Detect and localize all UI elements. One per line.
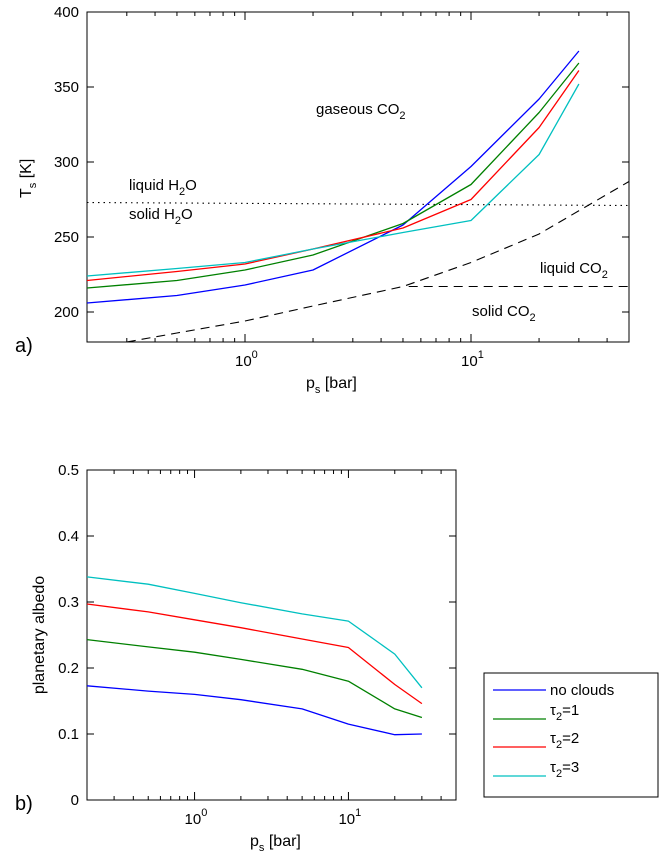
panel-b-y-tick-label: 0 <box>71 792 79 809</box>
annotation-liquid-h2o: liquid H2O <box>129 177 197 198</box>
panel-a-series-line-2 <box>86 62 580 289</box>
legend-label-tau3: τ2=3 <box>550 759 579 780</box>
panel-b-x-tick-label: 101 <box>338 807 361 828</box>
panel-a-boundary-line-1 <box>86 201 630 207</box>
annotation-gaseous-co2: gaseous CO2 <box>316 101 406 122</box>
panel-a-y-axis-label: Ts [K] <box>18 159 39 198</box>
panel-a-y-tick-label: 300 <box>54 154 79 171</box>
panel-b-series-line-3 <box>86 603 423 705</box>
panel-b-ticks: 100 101 0 0.1 0.2 0.3 0.4 0.5 <box>58 462 456 828</box>
panel-b-y-tick-label: 0.2 <box>58 660 79 677</box>
panel-a-series-line-3 <box>86 70 580 282</box>
legend: no clouds τ2=1 τ2=2 τ2=3 <box>483 672 659 798</box>
panel-a-boundary-line-2 <box>126 181 630 343</box>
panel-b-series-line-2 <box>86 638 423 719</box>
panel-a-plot-frame <box>86 11 630 343</box>
panel-a-x-axis-label: ps [bar] <box>306 375 357 396</box>
annotation-solid-h2o: solid H2O <box>129 206 193 227</box>
panel-a-letter: a) <box>15 335 33 357</box>
panel-b-y-tick-label: 0.1 <box>58 726 79 743</box>
panel-a-series <box>86 50 580 304</box>
panel-b-y-axis-label: planetary albedo <box>31 576 48 694</box>
panel-b-x-axis-label: ps [bar] <box>250 833 301 854</box>
legend-label-tau1: τ2=1 <box>550 702 579 723</box>
panel-b-letter: b) <box>15 793 33 815</box>
panel-b-plot-frame <box>86 469 457 801</box>
panel-a-y-tick-label: 350 <box>54 79 79 96</box>
panel-b-y-tick-label: 0.3 <box>58 594 79 611</box>
annotation-liquid-co2: liquid CO2 <box>540 260 608 281</box>
panel-a-series-line-1 <box>86 50 580 304</box>
panel-b-albedo-chart: 100 101 0 0.1 0.2 0.3 0.4 0.5 ps [bar] planetar… <box>15 462 659 854</box>
panel-b-x-tick-label: 100 <box>185 807 208 828</box>
panel-a-temperature-chart: 100 101 200 250 300 350 400 gaseous CO2 liquid… <box>15 4 630 396</box>
panel-b-y-tick-label: 0.4 <box>58 528 79 545</box>
panel-a-phase-boundaries <box>86 181 630 343</box>
panel-a-y-tick-label: 250 <box>54 229 79 246</box>
panel-a-ticks: 100 101 200 250 300 350 400 <box>54 4 629 370</box>
panel-a-x-tick-label: 101 <box>461 349 484 370</box>
panel-a-y-tick-label: 200 <box>54 304 79 321</box>
panel-a-series-line-4 <box>86 83 580 277</box>
panel-a-y-tick-label: 400 <box>54 4 79 21</box>
panel-b-series-line-1 <box>86 685 422 736</box>
panel-b-series <box>86 576 423 736</box>
legend-label-tau2: τ2=2 <box>550 730 579 751</box>
panel-b-series-line-4 <box>86 576 423 689</box>
panel-a-x-tick-label: 100 <box>235 349 258 370</box>
annotation-solid-co2: solid CO2 <box>472 303 536 324</box>
legend-label-no-clouds: no clouds <box>550 682 614 699</box>
panel-b-y-tick-label: 0.5 <box>58 462 79 479</box>
